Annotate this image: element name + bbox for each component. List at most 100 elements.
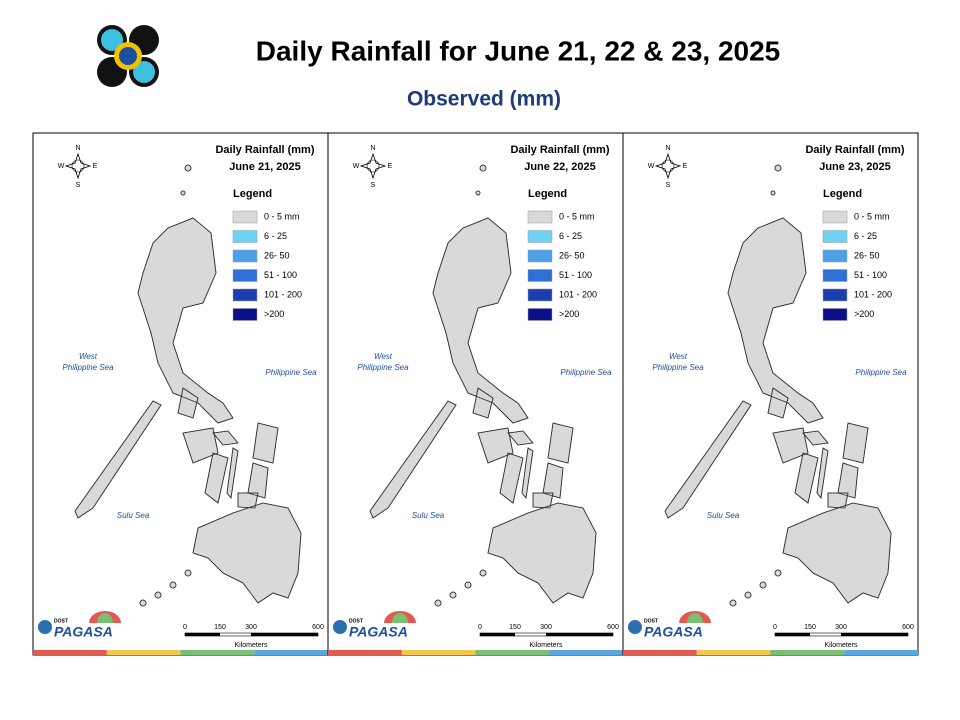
legend-label: 26- 50 <box>559 250 585 260</box>
logo-dept: DOST <box>54 618 68 624</box>
panel-title: Daily Rainfall (mm) <box>510 144 609 156</box>
compass-letter: N <box>665 145 670 152</box>
color-stripe <box>549 650 623 655</box>
compass-ring <box>71 159 85 173</box>
color-stripe <box>623 650 697 655</box>
legend-swatch <box>232 269 258 282</box>
legend-label: >200 <box>854 309 874 319</box>
color-stripe <box>180 650 255 655</box>
compass-rose <box>359 152 387 180</box>
legend-label: 6 - 25 <box>264 231 287 241</box>
logo-umbrella <box>687 613 703 623</box>
legend-swatch <box>822 210 848 224</box>
compass-letter: N <box>75 145 80 152</box>
scale-label: 600 <box>902 624 914 631</box>
color-stripe <box>770 650 845 655</box>
compass-letter: S <box>76 182 81 189</box>
legend-label: >200 <box>264 309 284 319</box>
logo-agency: PAGASA <box>644 624 703 640</box>
sea-label: Philippine Sea <box>357 363 409 372</box>
panel-date: June 21, 2025 <box>229 161 301 173</box>
legend-title: Legend <box>823 188 862 200</box>
panel-title: Daily Rainfall (mm) <box>805 144 904 156</box>
legend-swatch <box>822 249 848 263</box>
color-stripe <box>696 650 771 655</box>
map-panel: N W E S Daily Rainfall (mm) June 21, 2025 Lege… <box>32 132 329 656</box>
scale-unit: Kilometers <box>529 642 563 649</box>
legend-swatch <box>527 249 553 263</box>
color-stripe <box>106 650 181 655</box>
legend-swatch <box>527 288 553 302</box>
legend-swatch <box>232 288 258 302</box>
color-stripe <box>328 650 402 655</box>
sea-label: Philippine Sea <box>560 368 612 377</box>
scale-bar-fill <box>775 633 810 636</box>
compass-ring <box>366 159 380 173</box>
compass: N W E S <box>58 145 98 189</box>
compass-letter: S <box>371 182 376 189</box>
sea-label: Sulu Sea <box>412 511 445 520</box>
legend-label: 51 - 100 <box>559 270 592 280</box>
sea-label: West <box>669 352 688 361</box>
logo-mark <box>628 620 642 634</box>
legend-label: 0 - 5 mm <box>559 211 595 221</box>
sea-label: Philippine Sea <box>652 363 704 372</box>
sea-label: Sulu Sea <box>117 511 150 520</box>
scale-label: 150 <box>804 624 816 631</box>
legend-label: 26- 50 <box>854 250 880 260</box>
scale-label: 0 <box>773 624 777 631</box>
map-panel: N W E S Daily Rainfall (mm) June 22, 2025 Lege… <box>327 132 624 656</box>
legend-swatch <box>527 230 553 243</box>
legend-label: 51 - 100 <box>854 270 887 280</box>
logo-mark <box>38 620 52 634</box>
legend-label: 51 - 100 <box>264 270 297 280</box>
logo-dept: DOST <box>349 618 363 624</box>
scale-label: 150 <box>214 624 226 631</box>
title: Daily Rainfall for June 21, 22 & 23, 202… <box>256 35 780 66</box>
color-stripe <box>254 650 328 655</box>
scale-bar-fill <box>480 633 515 636</box>
sea-label: West <box>79 352 98 361</box>
scale-bar-fill <box>185 633 220 636</box>
legend-swatch <box>232 308 258 321</box>
subtitle: Observed (mm) <box>407 88 561 111</box>
panel-date: June 23, 2025 <box>819 161 891 173</box>
color-stripe <box>401 650 476 655</box>
scale-bar-fill <box>251 633 318 636</box>
legend-label: 26- 50 <box>264 250 290 260</box>
legend-title: Legend <box>233 188 272 200</box>
scale-label: 300 <box>835 624 847 631</box>
scale-label: 300 <box>245 624 257 631</box>
scale-label: 0 <box>183 624 187 631</box>
compass-rose <box>654 152 682 180</box>
panel-title: Daily Rainfall (mm) <box>215 144 314 156</box>
sea-label: Philippine Sea <box>62 363 114 372</box>
scale-bar-fill <box>546 633 613 636</box>
scale-unit: Kilometers <box>234 642 268 649</box>
sea-label: West <box>374 352 393 361</box>
sea-label: Sulu Sea <box>707 511 740 520</box>
legend-label: 6 - 25 <box>559 231 582 241</box>
color-stripe <box>844 650 918 655</box>
color-stripe <box>475 650 550 655</box>
logo-umbrella <box>392 613 408 623</box>
logo-agency: PAGASA <box>349 624 408 640</box>
header-logo <box>96 25 160 87</box>
compass: N W E S <box>353 145 393 189</box>
panels: N W E S Daily Rainfall (mm) June 21, 2025 Lege… <box>32 132 919 656</box>
legend-swatch <box>822 230 848 243</box>
legend-swatch <box>232 210 258 224</box>
sea-label: Philippine Sea <box>265 368 317 377</box>
legend-label: 6 - 25 <box>854 231 877 241</box>
compass-letter: W <box>353 163 360 170</box>
compass: N W E S <box>648 145 688 189</box>
legend-label: 0 - 5 mm <box>264 211 300 221</box>
legend-swatch <box>232 249 258 263</box>
scale-bar-fill <box>841 633 908 636</box>
compass-letter: E <box>93 163 98 170</box>
legend-swatch <box>527 269 553 282</box>
scale-label: 600 <box>312 624 324 631</box>
